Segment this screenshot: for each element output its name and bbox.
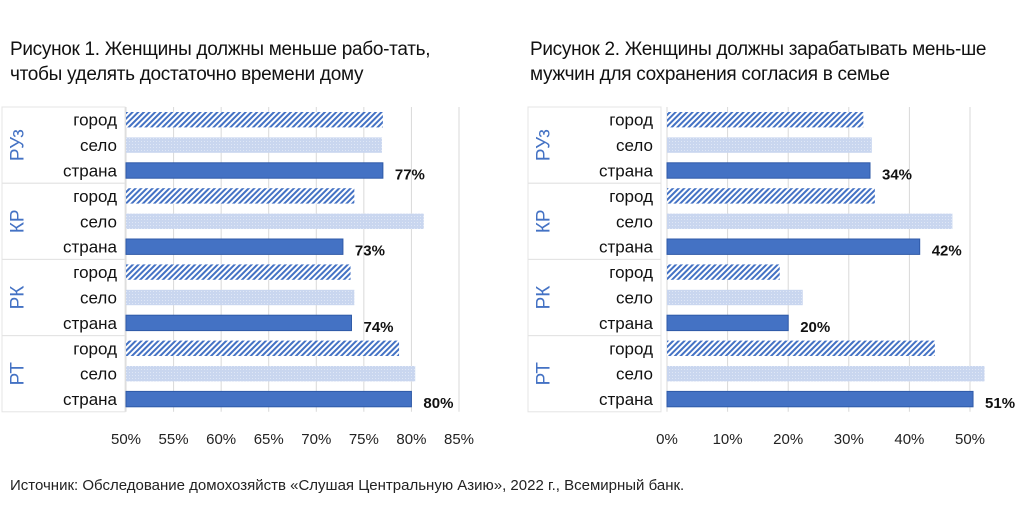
category-label: город bbox=[609, 263, 653, 282]
category-label: село bbox=[80, 289, 117, 308]
bar-село bbox=[126, 213, 424, 229]
data-label: 73% bbox=[355, 243, 385, 260]
x-tick-label: 30% bbox=[834, 431, 864, 448]
group-label: РК bbox=[534, 286, 555, 310]
bar-город bbox=[126, 188, 355, 204]
category-label: село bbox=[616, 289, 653, 308]
data-label: 51% bbox=[985, 395, 1015, 412]
category-label: страна bbox=[63, 162, 118, 181]
bar-город bbox=[667, 340, 935, 356]
category-label: город bbox=[609, 339, 653, 358]
x-tick-label: 40% bbox=[894, 431, 924, 448]
bar-страна bbox=[125, 238, 344, 255]
x-tick-label: 0% bbox=[656, 431, 678, 448]
bar-село bbox=[667, 213, 953, 229]
data-label: 80% bbox=[423, 395, 453, 412]
bar-город bbox=[667, 188, 875, 204]
bar-страна bbox=[666, 314, 789, 332]
group-label: РК bbox=[8, 286, 29, 310]
category-label: село bbox=[616, 365, 653, 384]
x-tick-label: 80% bbox=[396, 431, 426, 448]
x-tick-label: 50% bbox=[111, 431, 141, 448]
category-label: село bbox=[80, 365, 117, 384]
bar-село bbox=[667, 137, 872, 153]
category-label: город bbox=[73, 187, 117, 206]
source-note: Источник: Обследование домохозяйств «Слу… bbox=[10, 477, 685, 494]
chart-2-title: Рисунок 2. Женщины должны зарабатывать м… bbox=[530, 39, 987, 85]
bar-село bbox=[667, 366, 985, 382]
category-label: село bbox=[616, 212, 653, 231]
bar-город bbox=[126, 112, 383, 128]
group-label: РТ bbox=[534, 362, 555, 386]
x-tick-label: 20% bbox=[773, 431, 803, 448]
data-label: 42% bbox=[932, 243, 962, 260]
group-label: РУз bbox=[534, 129, 555, 161]
x-tick-label: 10% bbox=[713, 431, 743, 448]
x-tick-label: 55% bbox=[159, 431, 189, 448]
x-tick-label: 50% bbox=[955, 431, 985, 448]
category-label: страна bbox=[63, 314, 118, 333]
data-label: 20% bbox=[800, 319, 830, 336]
category-label: село bbox=[80, 212, 117, 231]
category-label: страна bbox=[599, 238, 654, 257]
category-label: страна bbox=[599, 314, 654, 333]
bar-страна bbox=[666, 390, 974, 408]
category-label: село bbox=[80, 136, 117, 155]
group-label: РУз bbox=[8, 129, 29, 161]
bar-город bbox=[126, 264, 351, 280]
bar-село bbox=[126, 289, 355, 306]
category-label: страна bbox=[63, 390, 118, 409]
bar-город bbox=[667, 264, 780, 280]
data-label: 34% bbox=[882, 167, 912, 184]
group-label: РТ bbox=[8, 362, 29, 386]
group-frame bbox=[527, 335, 662, 413]
data-label: 77% bbox=[395, 167, 425, 184]
group-frame bbox=[1, 335, 126, 413]
category-label: город bbox=[73, 339, 117, 358]
category-label: село bbox=[616, 136, 653, 155]
category-label: город bbox=[73, 263, 117, 282]
bar-город bbox=[667, 112, 864, 128]
x-tick-label: 60% bbox=[206, 431, 236, 448]
x-tick-label: 75% bbox=[349, 431, 379, 448]
bar-страна bbox=[666, 162, 871, 179]
bar-город bbox=[126, 340, 400, 356]
chart-1-title: Рисунок 1. Женщины должны меньше рабо-та… bbox=[10, 39, 431, 85]
group-label: КР bbox=[8, 209, 29, 233]
x-tick-label: 85% bbox=[444, 431, 474, 448]
category-label: страна bbox=[599, 162, 654, 181]
category-label: город bbox=[609, 187, 653, 206]
data-label: 74% bbox=[363, 319, 393, 336]
bar-село bbox=[126, 366, 416, 382]
x-tick-label: 70% bbox=[301, 431, 331, 448]
category-label: страна bbox=[599, 390, 654, 409]
bar-страна bbox=[125, 390, 412, 408]
bar-страна bbox=[125, 162, 384, 179]
category-label: страна bbox=[63, 238, 118, 257]
x-tick-label: 65% bbox=[254, 431, 284, 448]
bar-село bbox=[667, 289, 803, 306]
category-label: город bbox=[609, 111, 653, 130]
category-label: город bbox=[73, 111, 117, 130]
group-label: КР bbox=[534, 209, 555, 233]
bar-страна bbox=[125, 314, 352, 332]
bar-село bbox=[126, 137, 382, 153]
bar-страна bbox=[666, 238, 921, 255]
